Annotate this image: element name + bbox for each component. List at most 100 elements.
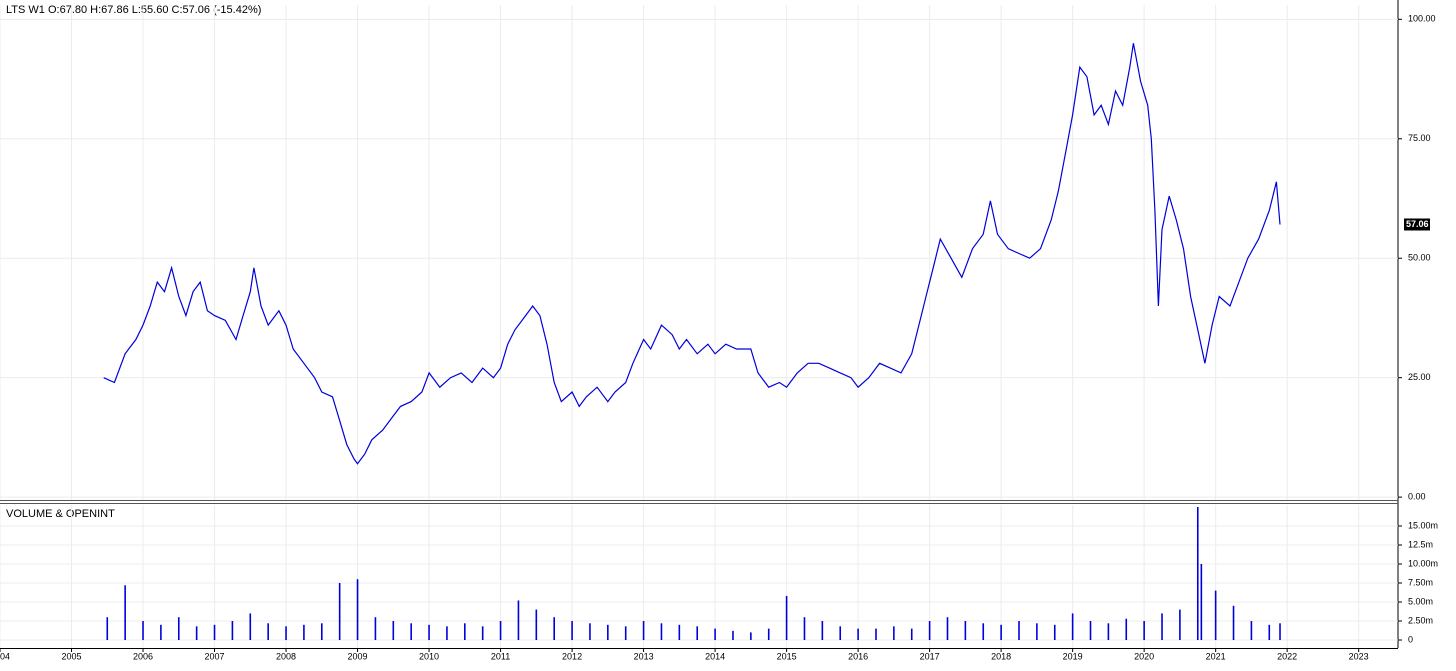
volume-bar xyxy=(1143,621,1145,641)
x-tick-label: 2011 xyxy=(491,651,510,661)
y-tick-label: 75.00 xyxy=(1408,133,1431,143)
x-tick-label: 2016 xyxy=(848,651,868,661)
volume-bar xyxy=(1232,605,1235,641)
volume-bar xyxy=(1196,506,1199,641)
x-tick-label: 2014 xyxy=(705,651,725,661)
volume-bar xyxy=(106,617,109,641)
x-tick-label: 2004 xyxy=(0,651,10,661)
last-price-label: 57.06 xyxy=(1406,219,1429,229)
volume-bar xyxy=(857,628,859,641)
volume-bar xyxy=(481,626,484,641)
volume-bar xyxy=(499,621,502,641)
volume-bar xyxy=(446,626,448,641)
x-tick-label: 2017 xyxy=(920,651,940,661)
volume-bar xyxy=(303,624,305,641)
volume-bar xyxy=(1000,624,1002,641)
volume-bar xyxy=(803,617,806,641)
volume-bar xyxy=(1268,624,1271,641)
volume-bar xyxy=(142,621,144,641)
volume-bar xyxy=(410,623,412,641)
volume-bar xyxy=(213,624,216,641)
x-tick-label: 2021 xyxy=(1206,651,1226,661)
x-tick-label: 2019 xyxy=(1063,651,1083,661)
x-tick-label: 2018 xyxy=(991,651,1011,661)
volume-bar xyxy=(785,595,788,641)
volume-bar xyxy=(1018,621,1020,641)
volume-bar xyxy=(678,624,681,641)
volume-bar xyxy=(1053,624,1056,641)
x-tick-label: 2013 xyxy=(634,651,654,661)
volume-bar xyxy=(1250,621,1253,641)
volume-bar xyxy=(1071,613,1074,641)
x-tick-label: 2015 xyxy=(777,651,797,661)
volume-bar xyxy=(1161,613,1163,641)
y-tick-label: 50.00 xyxy=(1408,253,1431,263)
y-tick-label: 10.00m xyxy=(1408,558,1438,568)
x-tick-label: 2012 xyxy=(562,651,582,661)
volume-bar xyxy=(553,617,555,641)
volume-bar xyxy=(374,617,377,641)
volume-bar xyxy=(571,621,573,641)
volume-bar xyxy=(320,623,323,641)
volume-bar xyxy=(177,617,180,641)
panel-title: VOLUME & OPENINT xyxy=(6,508,115,520)
x-tick-label: 2005 xyxy=(61,651,81,661)
volume-bar xyxy=(249,613,252,641)
volume-bar xyxy=(267,623,269,641)
x-tick-label: 2023 xyxy=(1349,651,1369,661)
volume-bar xyxy=(750,632,752,641)
volume-bar xyxy=(160,624,162,641)
y-tick-label: 0.00 xyxy=(1408,492,1426,502)
y-tick-label: 25.00 xyxy=(1408,372,1431,382)
volume-bar xyxy=(1279,623,1281,641)
y-tick-label: 0 xyxy=(1408,634,1413,644)
volume-bar xyxy=(767,628,770,641)
volume-bar xyxy=(821,621,824,641)
volume-bar xyxy=(1107,623,1110,641)
volume-bar xyxy=(428,624,430,641)
price-line xyxy=(103,43,1281,465)
volume-bar xyxy=(839,626,842,641)
volume-bar xyxy=(231,621,234,641)
x-tick-label: 2008 xyxy=(276,651,296,661)
volume-bar xyxy=(285,626,287,641)
volume-bar xyxy=(589,623,591,641)
volume-bar xyxy=(1214,590,1217,641)
x-tick-label: 2006 xyxy=(133,651,153,661)
volume-bar xyxy=(642,621,645,641)
volume-bar xyxy=(910,628,913,641)
volume-bar xyxy=(607,624,609,641)
x-tick-label: 2020 xyxy=(1134,651,1154,661)
y-tick-label: 15.00m xyxy=(1408,520,1438,530)
x-tick-label: 2010 xyxy=(419,651,439,661)
y-tick-label: 7.50m xyxy=(1408,577,1433,587)
volume-bar xyxy=(875,628,877,641)
volume-bar xyxy=(946,617,949,641)
y-tick-label: 5.00m xyxy=(1408,596,1433,606)
volume-bar xyxy=(356,579,359,641)
volume-bar xyxy=(1179,609,1181,641)
x-tick-label: 2009 xyxy=(348,651,368,661)
volume-bar xyxy=(392,621,395,641)
volume-bar xyxy=(535,609,538,641)
volume-bar xyxy=(893,626,895,641)
volume-bar xyxy=(1036,623,1038,641)
volume-bar xyxy=(1089,621,1092,641)
x-tick-label: 2022 xyxy=(1277,651,1297,661)
y-tick-label: 100.00 xyxy=(1408,14,1436,24)
volume-bar xyxy=(660,623,663,641)
last-price-badge xyxy=(1404,218,1430,231)
x-tick-label: 2007 xyxy=(205,651,225,661)
volume-bar xyxy=(195,626,198,641)
volume-bar xyxy=(928,621,931,641)
volume-bar xyxy=(1200,563,1203,641)
volume-bar xyxy=(517,600,520,641)
volume-bar xyxy=(1125,618,1128,641)
volume-bar xyxy=(124,585,126,641)
chart-title: LTS W1 O:67.80 H:67.86 L:55.60 C:57.06 (… xyxy=(6,4,261,16)
volume-bar xyxy=(464,623,466,641)
volume-bar xyxy=(714,628,716,641)
volume-bar xyxy=(624,626,627,641)
